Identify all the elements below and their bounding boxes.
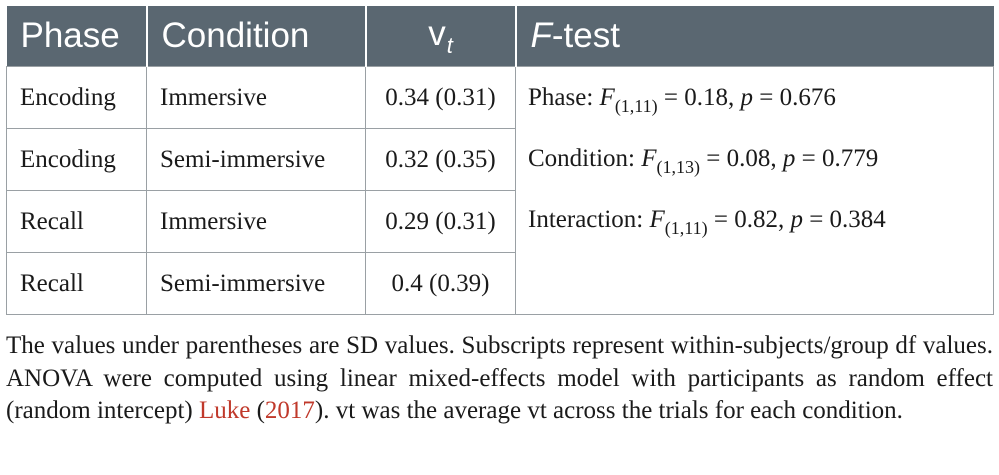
cell-phase: Recall (6, 190, 147, 253)
table-footnote: The values under parentheses are SD valu… (6, 330, 993, 428)
ftest-df: (1,11) (664, 218, 708, 238)
header-ftest-label: -test (551, 16, 620, 55)
ftest-p-symbol: p (740, 84, 754, 111)
ftest-symbol: F (641, 145, 657, 172)
ftest-value: = 0.18, (657, 84, 741, 111)
ftest-label: Interaction: (528, 206, 650, 233)
ftest-phase: Phase: F(1,11) = 0.18, p = 0.676 (528, 67, 993, 128)
header-condition: Condition (146, 6, 367, 67)
ftest-interaction: Interaction: F(1,11) = 0.82, p = 0.384 (528, 189, 993, 250)
cell-condition: Immersive (146, 190, 366, 253)
cell-phase: Encoding (6, 128, 147, 191)
cell-ftest-results: Phase: F(1,11) = 0.18, p = 0.676 Conditi… (515, 66, 994, 315)
cell-vt: 0.29 (0.31) (365, 190, 516, 253)
ftest-value: = 0.82, (707, 206, 791, 233)
ftest-p-value: = 0.384 (802, 206, 886, 233)
cell-phase: Encoding (6, 66, 147, 129)
citation-author-link[interactable]: Luke (198, 397, 251, 424)
ftest-symbol: F (599, 84, 615, 111)
results-table: Phase Condition vt F-test Encoding Immer… (6, 6, 994, 315)
table-row: Recall Semi-immersive 0.4 (0.39) (6, 252, 994, 315)
ftest-label: Phase: (528, 84, 600, 111)
header-ftest-symbol: F (530, 16, 552, 55)
ftest-p-value: = 0.676 (753, 84, 836, 111)
ftest-p-symbol: p (782, 145, 796, 172)
citation-paren: ( (250, 397, 265, 424)
cell-condition: Semi-immersive (146, 128, 366, 191)
ftest-df: (1,13) (656, 157, 701, 177)
cell-condition: Semi-immersive (146, 252, 366, 315)
ftest-condition: Condition: F(1,13) = 0.08, p = 0.779 (528, 128, 993, 189)
header-row: Phase Condition vt F-test (6, 6, 994, 67)
ftest-value: = 0.08, (700, 145, 783, 172)
ftest-symbol: F (649, 206, 665, 233)
cell-condition: Immersive (146, 66, 366, 129)
table-row: Encoding Immersive 0.34 (0.31) Phase: F(… (6, 66, 994, 315)
header-vt-subscript: t (446, 32, 453, 58)
ftest-p-value: = 0.779 (795, 145, 879, 172)
header-phase: Phase (6, 6, 148, 67)
results-table-container: Phase Condition vt F-test Encoding Immer… (6, 6, 994, 315)
header-ftest: F-test (515, 6, 994, 67)
header-vt-base: v (428, 13, 446, 53)
ftest-df: (1,11) (614, 96, 658, 116)
header-vt: vt (365, 6, 517, 67)
citation-year-link[interactable]: 2017 (264, 397, 315, 424)
cell-phase: Recall (6, 252, 147, 315)
ftest-p-symbol: p (790, 206, 803, 233)
footnote-text: The values under parentheses are SD valu… (6, 332, 993, 424)
cell-vt: 0.4 (0.39) (365, 252, 516, 315)
cell-vt: 0.34 (0.31) (365, 66, 516, 129)
footnote-text-end: ). vt was the average vt across the tria… (314, 397, 903, 424)
table-row: Encoding Semi-immersive 0.32 (0.35) (6, 128, 994, 191)
ftest-label: Condition: (528, 145, 642, 172)
cell-vt: 0.32 (0.35) (365, 128, 516, 191)
